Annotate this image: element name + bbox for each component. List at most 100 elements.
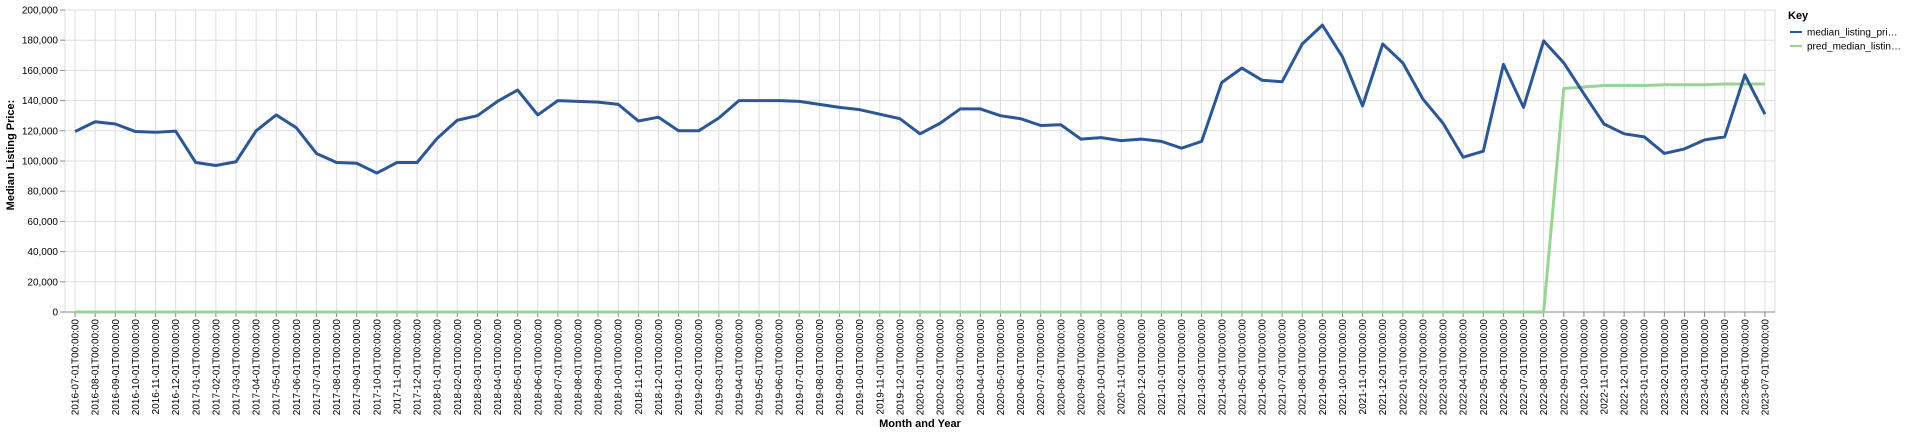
x-tick-label: 2018-02-01T00:00:00 xyxy=(453,319,464,416)
x-tick-label: 2021-12-01T00:00:00 xyxy=(1378,319,1389,416)
legend-label: median_listing_pri… xyxy=(1807,28,1898,39)
x-tick-label: 2018-01-01T00:00:00 xyxy=(433,319,444,416)
x-tick-label: 2017-08-01T00:00:00 xyxy=(332,319,343,416)
x-tick-label: 2020-11-01T00:00:00 xyxy=(1117,319,1128,415)
x-tick-label: 2018-05-01T00:00:00 xyxy=(513,319,524,416)
x-tick-label: 2022-09-01T00:00:00 xyxy=(1559,319,1570,416)
x-tick-label: 2019-06-01T00:00:00 xyxy=(775,319,786,416)
x-tick-label: 2019-08-01T00:00:00 xyxy=(815,319,826,416)
x-tick-label: 2019-02-01T00:00:00 xyxy=(694,319,705,416)
x-tick-label: 2018-10-01T00:00:00 xyxy=(614,319,625,416)
x-tick-label: 2022-04-01T00:00:00 xyxy=(1459,319,1470,416)
x-tick-label: 2020-09-01T00:00:00 xyxy=(1076,319,1087,416)
x-tick-label: 2016-09-01T00:00:00 xyxy=(111,319,122,416)
x-tick-label: 2022-03-01T00:00:00 xyxy=(1439,319,1450,416)
x-tick-label: 2018-08-01T00:00:00 xyxy=(574,319,585,416)
x-tick-label: 2017-10-01T00:00:00 xyxy=(372,319,383,416)
x-tick-label: 2018-06-01T00:00:00 xyxy=(533,319,544,416)
x-tick-label: 2020-07-01T00:00:00 xyxy=(1036,319,1047,416)
legend: Key median_listing_pri… pred_median_listi… xyxy=(1788,10,1901,53)
x-tick-label: 2016-12-01T00:00:00 xyxy=(171,319,182,416)
x-tick-label: 2020-03-01T00:00:00 xyxy=(956,319,967,416)
x-tick-label: 2017-06-01T00:00:00 xyxy=(292,319,303,416)
x-tick-label: 2021-02-01T00:00:00 xyxy=(1177,319,1188,416)
legend-label: pred_median_listin… xyxy=(1807,42,1901,53)
x-tick-label: 2020-12-01T00:00:00 xyxy=(1137,319,1148,416)
x-tick-label: 2023-04-01T00:00:00 xyxy=(1700,319,1711,416)
series-line xyxy=(74,23,1767,175)
x-tick-label: 2017-03-01T00:00:00 xyxy=(232,319,243,416)
x-tick-label: 2020-06-01T00:00:00 xyxy=(1016,319,1027,416)
series-line xyxy=(75,82,1765,314)
x-tick-label: 2021-06-01T00:00:00 xyxy=(1258,319,1269,416)
x-tick-label: 2017-05-01T00:00:00 xyxy=(272,319,283,416)
x-tick-label: 2018-12-01T00:00:00 xyxy=(654,319,665,416)
x-tick-label: 2018-04-01T00:00:00 xyxy=(493,319,504,416)
x-tick-label: 2023-07-01T00:00:00 xyxy=(1760,319,1771,416)
y-tick-label: 140,000 xyxy=(22,96,59,107)
x-tick-label: 2019-07-01T00:00:00 xyxy=(795,319,806,416)
x-tick-label: 2022-08-01T00:00:00 xyxy=(1539,319,1550,416)
y-tick-label: 0 xyxy=(52,308,58,319)
y-tick-label: 180,000 xyxy=(22,36,59,47)
x-tick-label: 2018-09-01T00:00:00 xyxy=(594,319,605,416)
x-tick-label: 2022-10-01T00:00:00 xyxy=(1579,319,1590,416)
x-tick-label: 2023-03-01T00:00:00 xyxy=(1680,319,1691,416)
x-tick-label: 2018-07-01T00:00:00 xyxy=(553,319,564,416)
x-tick-label: 2020-02-01T00:00:00 xyxy=(936,319,947,416)
x-tick-label: 2017-07-01T00:00:00 xyxy=(312,319,323,416)
x-tick-label: 2017-02-01T00:00:00 xyxy=(211,319,222,416)
x-tick-label: 2023-05-01T00:00:00 xyxy=(1720,319,1731,416)
x-tick-label: 2023-06-01T00:00:00 xyxy=(1740,319,1751,416)
y-axis: 0 20,000 40,000 60,000 80,000 100,000 120,000 1… xyxy=(22,6,65,319)
x-tick-label: 2020-05-01T00:00:00 xyxy=(996,319,1007,416)
y-tick-label: 80,000 xyxy=(27,187,58,198)
x-tick-label: 2016-08-01T00:00:00 xyxy=(91,319,102,416)
x-tick-label: 2021-05-01T00:00:00 xyxy=(1237,319,1248,416)
x-tick-label: 2017-11-01T00:00:00 xyxy=(392,319,403,415)
y-tick-label: 60,000 xyxy=(27,217,58,228)
x-axis: 2016-07-01T00:00:00 2016-08-01T00:00:00 20… xyxy=(65,311,1775,416)
x-tick-label: 2022-01-01T00:00:00 xyxy=(1398,319,1409,416)
x-axis-title: Month and Year xyxy=(879,418,961,430)
x-tick-label: 2020-01-01T00:00:00 xyxy=(916,319,927,416)
x-tick-label: 2022-07-01T00:00:00 xyxy=(1519,319,1530,416)
x-tick-label: 2017-01-01T00:00:00 xyxy=(191,319,202,416)
y-tick-label: 200,000 xyxy=(22,6,59,17)
x-tick-label: 2021-03-01T00:00:00 xyxy=(1197,319,1208,416)
x-tick-label: 2019-11-01T00:00:00 xyxy=(875,319,886,415)
y-axis-title: Median Listing Price: xyxy=(5,100,17,211)
x-tick-label: 2019-10-01T00:00:00 xyxy=(855,319,866,416)
x-tick-label: 2023-01-01T00:00:00 xyxy=(1640,319,1651,416)
x-tick-label: 2019-12-01T00:00:00 xyxy=(895,319,906,416)
y-tick-label: 40,000 xyxy=(27,247,58,258)
x-tick-label: 2019-09-01T00:00:00 xyxy=(835,319,846,416)
x-tick-label: 2017-12-01T00:00:00 xyxy=(413,319,424,416)
x-tick-label: 2022-11-01T00:00:00 xyxy=(1600,319,1611,415)
x-tick-label: 2020-10-01T00:00:00 xyxy=(1097,319,1108,416)
x-tick-label: 2021-09-01T00:00:00 xyxy=(1318,319,1329,416)
x-tick-label: 2020-04-01T00:00:00 xyxy=(976,319,987,416)
x-tick-label: 2022-12-01T00:00:00 xyxy=(1620,319,1631,416)
x-tick-label: 2019-05-01T00:00:00 xyxy=(755,319,766,416)
x-tick-label: 2021-01-01T00:00:00 xyxy=(1157,319,1168,416)
x-tick-label: 2023-02-01T00:00:00 xyxy=(1660,319,1671,416)
chart-gridlines xyxy=(64,9,1776,313)
legend-title: Key xyxy=(1788,10,1809,22)
y-tick-label: 160,000 xyxy=(22,66,59,77)
x-tick-label: 2021-08-01T00:00:00 xyxy=(1298,319,1309,416)
x-tick-label: 2021-07-01T00:00:00 xyxy=(1278,319,1289,416)
chart-series-lines xyxy=(74,23,1767,314)
x-tick-label: 2018-03-01T00:00:00 xyxy=(473,319,484,416)
x-tick-label: 2019-04-01T00:00:00 xyxy=(734,319,745,416)
x-tick-label: 2016-10-01T00:00:00 xyxy=(131,319,142,416)
y-tick-label: 20,000 xyxy=(27,277,58,288)
x-tick-label: 2022-05-01T00:00:00 xyxy=(1479,319,1490,416)
x-tick-label: 2016-11-01T00:00:00 xyxy=(151,319,162,415)
x-tick-label: 2018-11-01T00:00:00 xyxy=(634,319,645,415)
x-tick-label: 2016-07-01T00:00:00 xyxy=(71,319,82,416)
x-tick-label: 2021-04-01T00:00:00 xyxy=(1217,319,1228,416)
x-tick-label: 2020-08-01T00:00:00 xyxy=(1056,319,1067,416)
x-tick-label: 2021-11-01T00:00:00 xyxy=(1358,319,1369,415)
